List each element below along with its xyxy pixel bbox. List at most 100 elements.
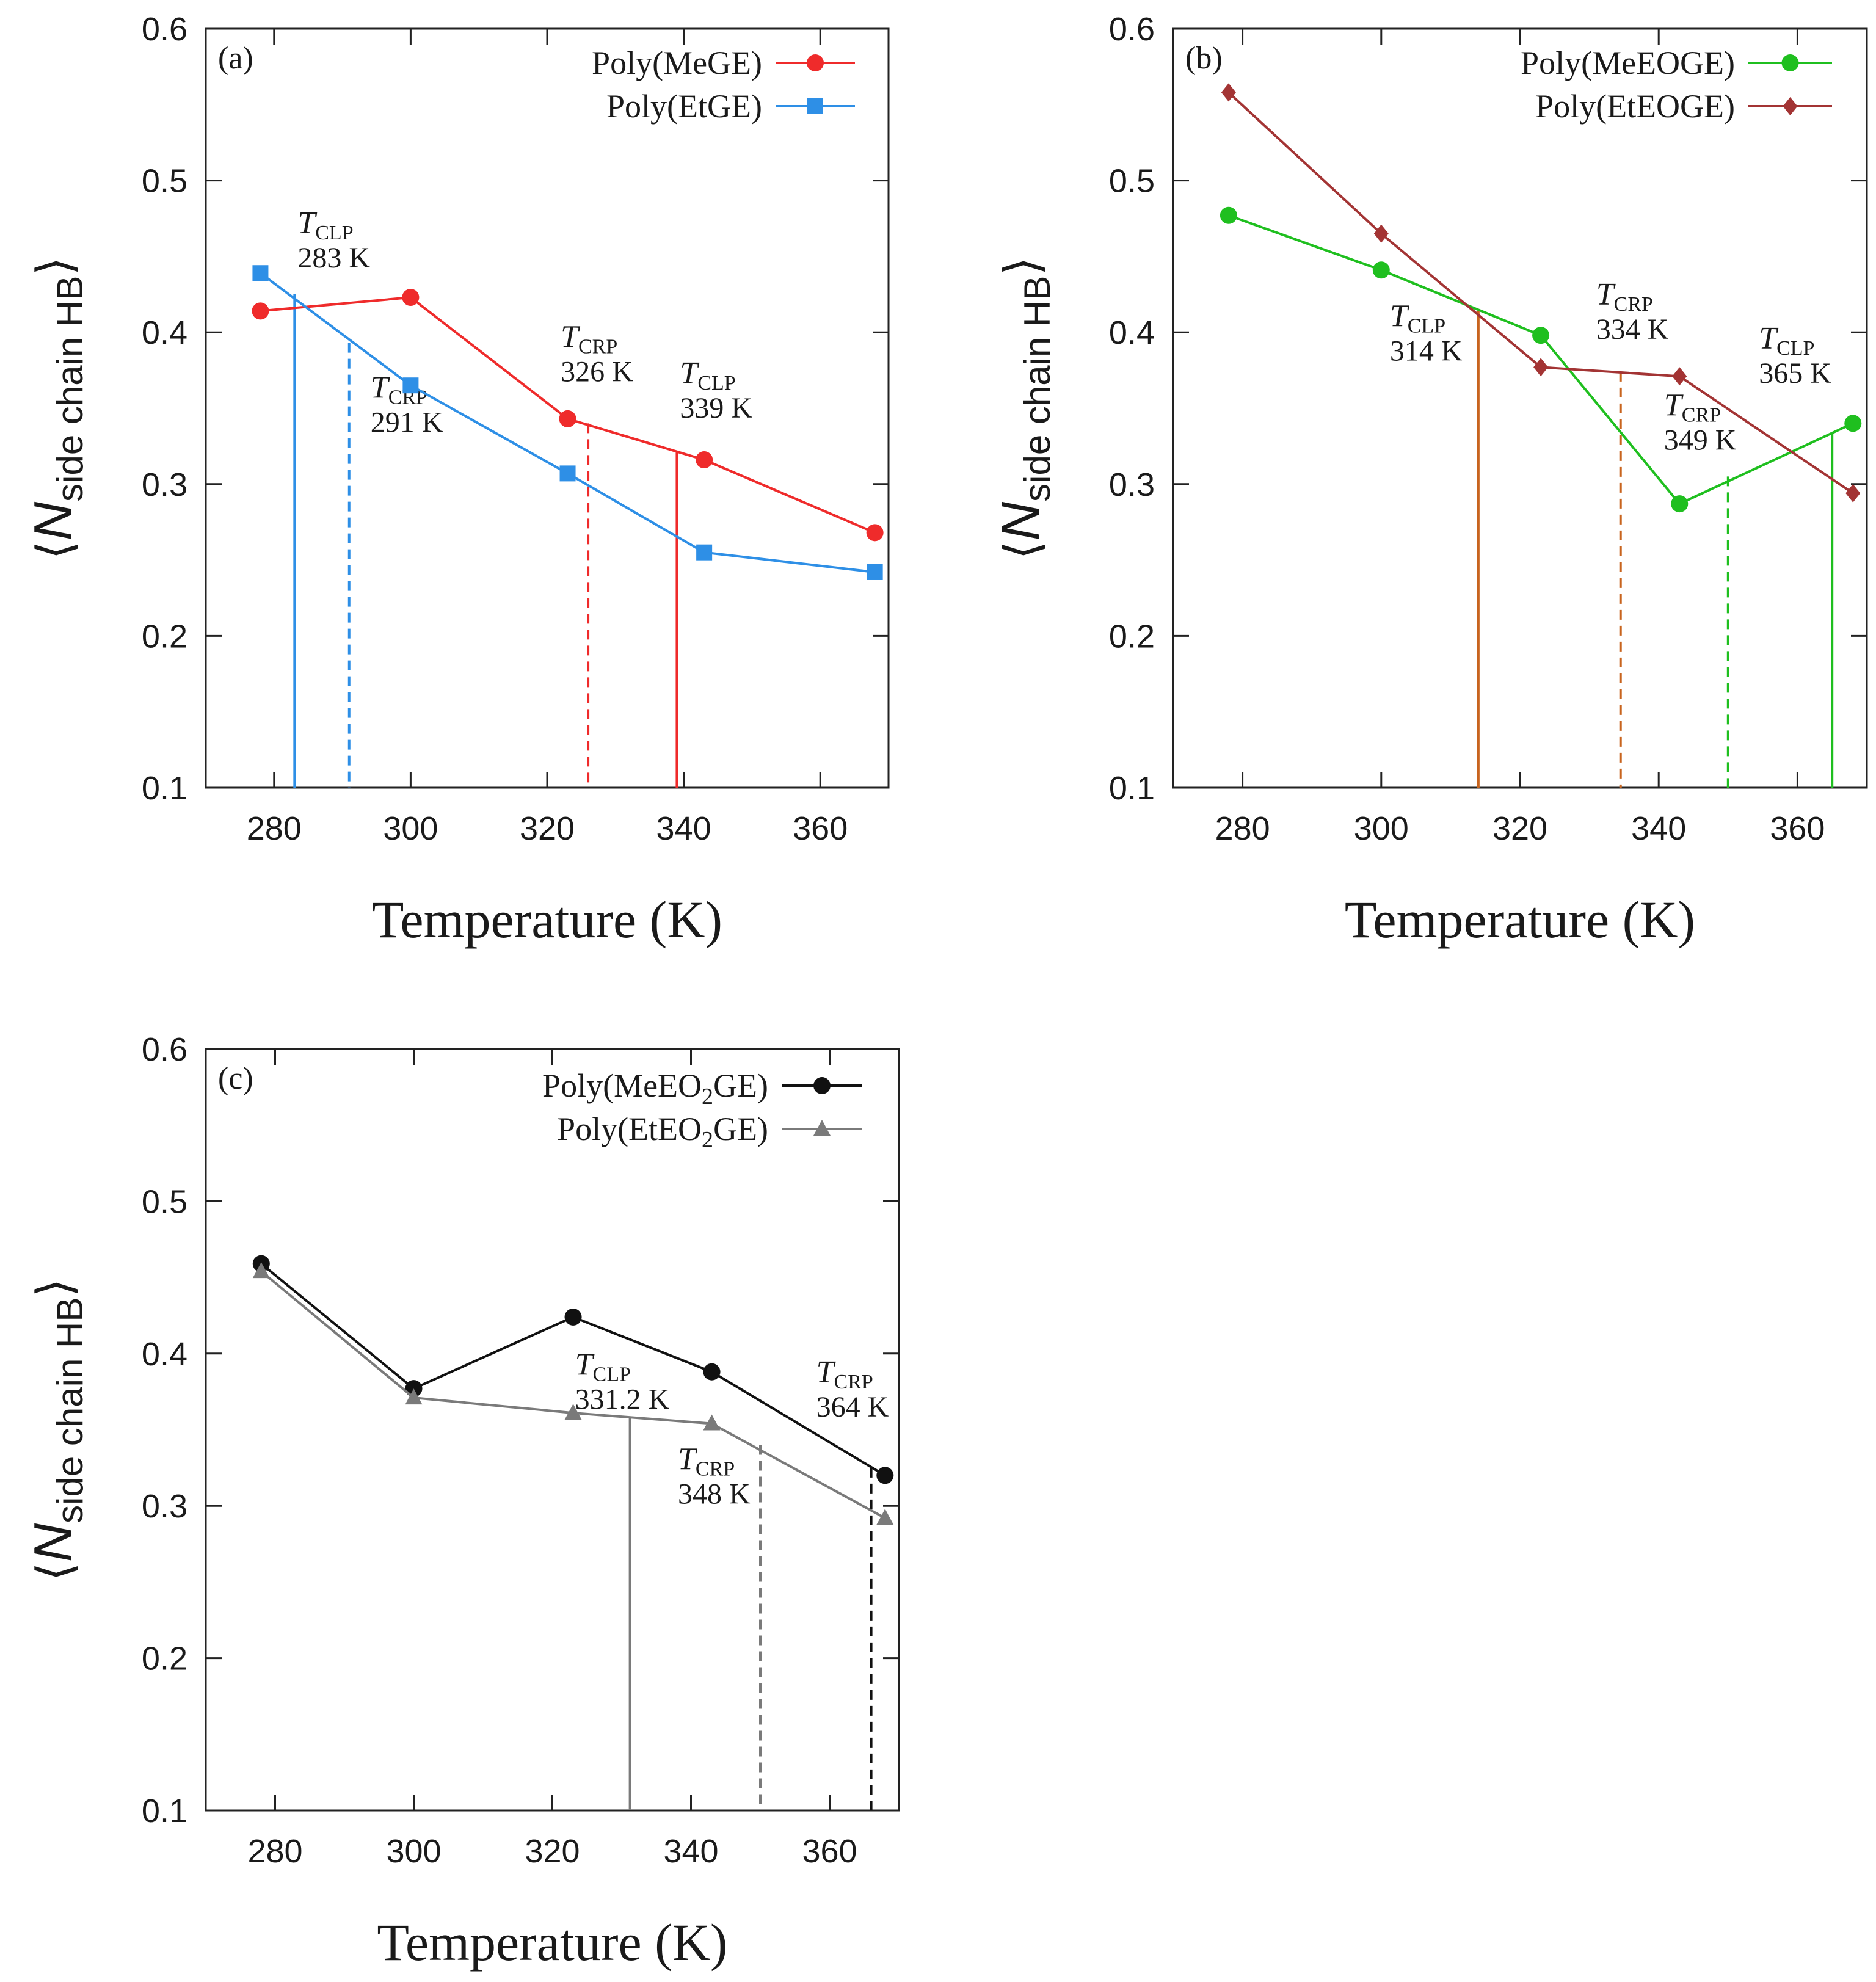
data-point-series-0 — [252, 302, 269, 320]
y-tick-label: 0.1 — [1109, 770, 1155, 807]
transition-label-symbol: TCRP — [678, 1442, 735, 1480]
y-tick-label: 0.4 — [142, 1336, 187, 1373]
y-tick-label: 0.3 — [1109, 466, 1155, 503]
x-tick-label: 320 — [520, 810, 575, 847]
data-point-series-0 — [402, 289, 420, 307]
transition-label-value: 331.2 K — [575, 1384, 670, 1416]
transition-label-value: 334 K — [1596, 313, 1669, 346]
data-point-series-1 — [1373, 224, 1389, 243]
legend-marker — [807, 98, 823, 114]
data-point-series-1 — [1533, 358, 1549, 377]
transition-label-value: 283 K — [297, 242, 370, 274]
x-tick-label: 280 — [247, 1833, 302, 1870]
chart-panel-2: 0.1 0.2 0.3 0.4 0.5 0.6 280 300 320 340 360 Tempera… — [23, 1031, 900, 1972]
transition-label-value: 339 K — [680, 392, 752, 424]
data-point-series-1 — [1845, 484, 1861, 503]
transition-label-value: 326 K — [561, 355, 633, 388]
plot-frame — [205, 1048, 900, 1812]
data-point-series-0 — [1372, 261, 1390, 279]
y-tick-label: 0.2 — [142, 618, 187, 655]
y-tick-label: 0.6 — [142, 1031, 187, 1068]
x-tick-label: 300 — [1354, 810, 1409, 847]
data-point-series-0 — [696, 451, 713, 469]
legend-marker — [1781, 54, 1799, 71]
data-point-series-0 — [1844, 415, 1862, 432]
series-line-1 — [1227, 91, 1854, 495]
transition-label-symbol: TCRP — [1596, 277, 1653, 316]
plot-frame — [1172, 27, 1868, 789]
y-tick-label: 0.4 — [1109, 314, 1155, 351]
data-point-series-1 — [252, 265, 269, 281]
data-point-series-1 — [867, 564, 883, 580]
data-point-series-1 — [1221, 83, 1236, 102]
y-tick-label: 0.4 — [142, 314, 187, 351]
x-tick-label: 320 — [525, 1833, 580, 1870]
data-point-series-1 — [1672, 367, 1687, 386]
transition-label-symbol: TCLP — [1759, 321, 1814, 360]
y-axis-title: ⟨Nside chain HB⟩ — [23, 256, 90, 559]
transition-label-value: 291 K — [371, 407, 443, 439]
data-point-series-0 — [703, 1363, 721, 1381]
legend-entry: Poly(EtEOGE) — [1535, 88, 1735, 125]
transition-label-symbol: TCLP — [1390, 299, 1445, 337]
x-tick-label: 280 — [1215, 810, 1270, 847]
y-tick-label: 0.2 — [1109, 618, 1155, 655]
series-line-0 — [260, 1263, 886, 1477]
data-point-series-1 — [252, 1262, 270, 1279]
x-tick-label: 320 — [1492, 810, 1547, 847]
panel-label: (b) — [1185, 41, 1223, 76]
legend-entry: Poly(EtEO2GE) — [557, 1111, 768, 1153]
legend-marker — [813, 1077, 831, 1094]
chart-panel-1: 0.1 0.2 0.3 0.4 0.5 0.6 280 300 320 340 360 Tempera… — [990, 11, 1868, 949]
panel-label: (a) — [218, 41, 253, 76]
series-line-1 — [260, 1270, 886, 1519]
y-tick-label: 0.5 — [142, 163, 187, 200]
data-point-series-0 — [866, 524, 884, 542]
y-axis-title: ⟨Nside chain HB⟩ — [23, 1278, 90, 1581]
y-tick-label: 0.5 — [142, 1183, 187, 1220]
data-point-series-1 — [402, 377, 419, 394]
legend-entry: Poly(EtGE) — [606, 88, 762, 125]
data-point-series-0 — [564, 1308, 582, 1326]
legend-entry: Poly(MeEO2GE) — [542, 1067, 768, 1109]
transition-label-value: 314 K — [1390, 335, 1463, 367]
transition-label-symbol: TCLP — [297, 206, 353, 244]
x-tick-label: 340 — [1631, 810, 1686, 847]
transition-label-value: 365 K — [1759, 357, 1831, 390]
panel-label: (c) — [218, 1061, 253, 1096]
transition-label-value: 364 K — [816, 1391, 889, 1423]
x-tick-label: 360 — [793, 810, 848, 847]
transition-label-value: 348 K — [678, 1478, 751, 1510]
x-tick-label: 280 — [247, 810, 302, 847]
data-point-series-1 — [405, 1388, 423, 1405]
data-point-series-1 — [696, 544, 713, 561]
transition-label-symbol: TCLP — [575, 1348, 631, 1386]
legend-marker — [1783, 97, 1798, 115]
x-axis-title: Temperature (K) — [372, 890, 722, 949]
x-tick-label: 340 — [663, 1833, 718, 1870]
data-point-series-0 — [1532, 327, 1550, 344]
x-tick-label: 300 — [386, 1833, 441, 1870]
y-axis-title: ⟨Nside chain HB⟩ — [990, 256, 1058, 559]
y-tick-label: 0.1 — [142, 1793, 187, 1829]
transition-label-symbol: TCLP — [680, 356, 735, 394]
x-tick-label: 360 — [802, 1833, 857, 1870]
x-tick-label: 340 — [656, 810, 711, 847]
x-axis-title: Temperature (K) — [377, 1913, 727, 1972]
data-point-series-1 — [703, 1414, 721, 1431]
transition-label-symbol: TCRP — [561, 319, 617, 358]
data-point-series-0 — [876, 1467, 894, 1484]
data-point-series-0 — [1671, 495, 1689, 513]
data-point-series-0 — [1220, 206, 1237, 224]
x-tick-label: 360 — [1770, 810, 1825, 847]
transition-label-value: 349 K — [1664, 424, 1737, 456]
y-tick-label: 0.5 — [1109, 163, 1155, 200]
transition-label-symbol: TCRP — [816, 1355, 873, 1393]
data-point-series-0 — [559, 410, 576, 427]
x-tick-label: 300 — [383, 810, 438, 847]
y-tick-label: 0.6 — [1109, 11, 1155, 48]
y-tick-label: 0.6 — [142, 11, 187, 48]
legend-entry: Poly(MeGE) — [592, 45, 762, 81]
legend-marker — [807, 54, 824, 71]
